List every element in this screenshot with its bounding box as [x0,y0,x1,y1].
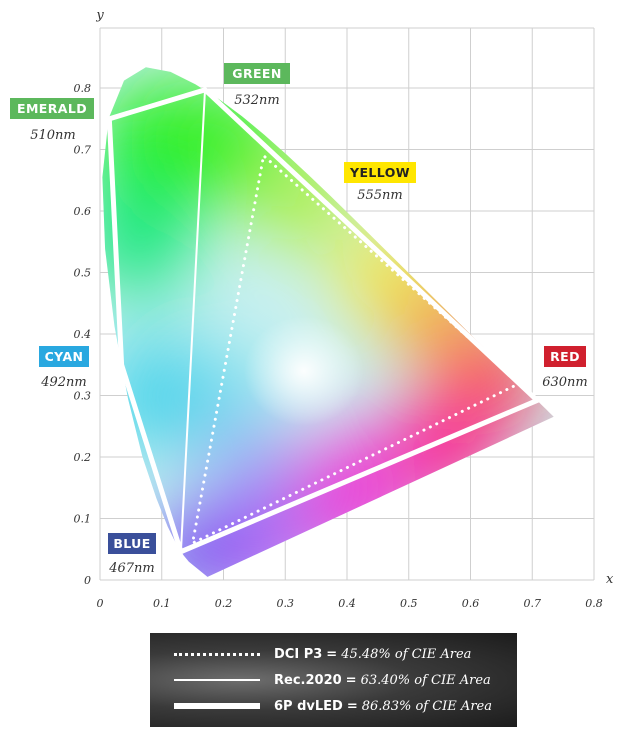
x-tick-label: 0.5 [400,597,418,610]
legend-name: DCI P3 [274,646,323,662]
cie-chart: 0 0.1 0.2 0.3 0.4 0.5 0.6 0.7 0.8 0 0.1 0.2 0.3 0.4 0.… [10,8,614,610]
legend: DCI P3 = 45.48% of CIE Area Rec.2020 = 6… [150,633,517,727]
primary-badge-text: BLUE [113,536,150,551]
locus-color-fill [102,67,554,577]
primary-badge-text: YELLOW [349,165,410,180]
primary-wavelength: 467nm [108,561,155,576]
legend-name: Rec.2020 [274,672,342,688]
legend-equals: = [346,698,358,714]
legend-equals: = [345,672,357,688]
primary-badge [39,346,89,367]
primary-label-red: RED 630nm [542,346,588,390]
y-tick-label: 0.1 [74,513,92,526]
primary-label-yellow: YELLOW 555nm [344,162,416,203]
primary-badge [344,162,416,183]
legend-item-rec2020: Rec.2020 = 63.40% of CIE Area [174,669,491,691]
primary-label-cyan: CYAN 492nm [39,346,89,390]
y-tick-label: 0.6 [74,205,92,218]
primary-badge [10,98,94,119]
primary-label-blue: BLUE 467nm [108,533,156,576]
x-tick-label: 0.2 [215,597,233,610]
primary-wavelength: 510nm [30,128,76,143]
x-tick-label: 0.3 [277,597,295,610]
primary-wavelength: 492nm [40,375,87,390]
legend-equals: = [326,646,338,662]
legend-name: 6P dvLED [274,698,343,714]
y-tick-label: 0 [84,574,91,587]
legend-value: 45.48% of CIE Area [341,646,472,662]
primary-badge [108,533,156,554]
primary-label-green: GREEN 532nm [224,63,290,108]
primary-wavelength: 555nm [357,188,403,203]
gamut-dci-p3 [190,152,523,546]
primary-badge-text: CYAN [45,349,84,364]
x-tick-label: 0 [97,597,104,610]
legend-item-6p-dvled: 6P dvLED = 86.83% of CIE Area [174,695,492,717]
legend-item-dci-p3: DCI P3 = 45.48% of CIE Area [174,643,471,665]
y-axis-label: y [95,8,104,23]
x-tick-label: 0.8 [585,597,603,610]
primary-badge-text: EMERALD [17,101,87,116]
gamut-lines [106,86,542,556]
primary-wavelength: 532nm [234,93,280,108]
primary-badge-text: RED [550,349,580,364]
y-tick-label: 0.3 [74,390,92,403]
legend-value: 63.40% of CIE Area [360,672,491,688]
x-axis-label: x [606,572,614,587]
tick-labels: 0 0.1 0.2 0.3 0.4 0.5 0.6 0.7 0.8 0 0.1 0.2 0.3 0.4 0.… [74,82,603,610]
primary-wavelength: 630nm [542,375,588,390]
y-tick-label: 0.5 [74,267,92,280]
spectral-locus [102,67,554,577]
y-tick-label: 0.7 [74,144,92,157]
x-tick-label: 0.7 [524,597,542,610]
legend-thin-line-icon [174,679,260,681]
y-tick-label: 0.4 [74,328,92,341]
y-tick-label: 0.2 [74,451,92,464]
primary-labels: GREEN 532nm EMERALD 510nm YELLOW 555nm CYAN 492… [10,63,588,576]
primary-badge [224,63,290,84]
legend-thick-line-icon [174,703,260,709]
primary-badge-text: GREEN [232,66,281,81]
legend-dotted-line-icon [174,652,260,656]
gamut-6p-dvled [106,86,542,556]
x-tick-label: 0.6 [462,597,480,610]
primary-badge [544,346,586,367]
x-tick-label: 0.1 [153,597,171,610]
primary-label-emerald: EMERALD 510nm [10,98,94,143]
legend-value: 86.83% of CIE Area [361,698,492,714]
x-tick-label: 0.4 [338,597,356,610]
y-tick-label: 0.8 [74,82,92,95]
